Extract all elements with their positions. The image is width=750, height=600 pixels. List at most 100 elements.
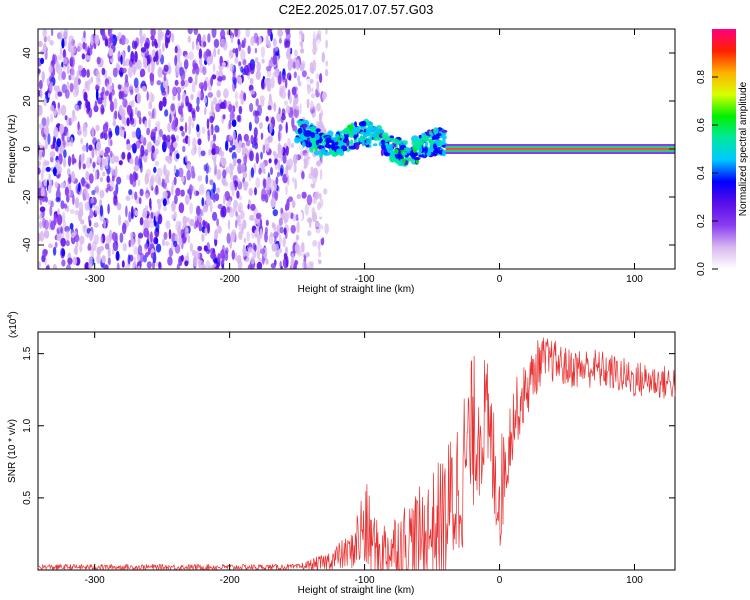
spectrogram-cell xyxy=(175,220,181,232)
spectrogram-cell xyxy=(243,92,247,102)
spectrogram-cell xyxy=(212,182,216,194)
spectrogram-cell xyxy=(228,199,232,206)
spectrogram-cell xyxy=(173,176,177,186)
spectrogram-cell xyxy=(116,202,122,211)
spectrogram-cell xyxy=(277,29,283,37)
spectrogram-cell xyxy=(243,37,247,45)
spectrogram-cell xyxy=(265,65,272,72)
spectrogram-cell xyxy=(317,241,321,252)
spectrogram-cell xyxy=(132,261,136,269)
spectrogram-cell xyxy=(176,86,182,94)
spectrogram-cell xyxy=(209,247,215,255)
spectrogram-cell xyxy=(250,167,255,178)
spectrogram-cell xyxy=(198,184,205,196)
spectrogram-cell xyxy=(265,219,269,227)
spectrogram-cell xyxy=(121,112,125,125)
spectrogram-cell xyxy=(108,93,112,101)
spectrogram-cell xyxy=(48,173,51,182)
spectrogram-cell xyxy=(306,217,313,224)
spectrogram-cell xyxy=(56,235,61,241)
spectrogram-cell xyxy=(259,248,265,255)
spectrogram-cell xyxy=(202,219,206,227)
spectrogram-cell xyxy=(299,134,305,140)
spectrogram-cell xyxy=(116,176,122,185)
spectrogram-cell xyxy=(90,34,94,46)
spectrogram-cell xyxy=(203,97,207,104)
spectrogram-cell xyxy=(38,160,41,167)
spectrogram-cell xyxy=(188,76,193,84)
spectrogram-cell xyxy=(48,65,53,74)
spectrogram-cell xyxy=(59,123,65,135)
spectrogram-cell xyxy=(57,55,63,61)
spectrogram-cell xyxy=(355,142,360,150)
spectrogram-cell xyxy=(435,127,439,133)
spectrogram-cell xyxy=(40,186,45,198)
spectrogram-cell xyxy=(117,84,122,90)
spectrogram-cell xyxy=(247,264,253,269)
spectrogram-cell xyxy=(320,148,326,155)
spectrogram-cell xyxy=(122,242,128,252)
spectrogram-cell xyxy=(306,98,310,109)
spectrogram-cell xyxy=(119,125,123,137)
spectrogram-cell xyxy=(91,240,97,252)
spectrogram-cell xyxy=(142,207,148,219)
spectrogram-cell xyxy=(207,92,214,98)
spectrogram-cell xyxy=(263,168,266,175)
spectrogram-cell xyxy=(353,138,358,143)
spectrogram-cell xyxy=(68,173,72,185)
spectrogram-cell xyxy=(211,74,217,80)
spectrogram-cell xyxy=(187,29,193,35)
spectrogram-cell xyxy=(170,103,175,112)
spectrogram-cell xyxy=(111,248,115,255)
spectrogram-cell xyxy=(300,78,305,89)
spectrogram-cell xyxy=(184,194,190,205)
spectrogram-cell xyxy=(96,77,101,87)
spectrogram-cell xyxy=(104,243,110,250)
spectrogram-cell xyxy=(175,153,180,160)
spectrogram-cell xyxy=(259,227,263,239)
x-tick-label: 0 xyxy=(497,575,503,586)
spectrogram-cell xyxy=(296,120,302,124)
spectrogram-cell xyxy=(252,242,256,250)
spectrogram-cell xyxy=(83,224,87,231)
spectrogram-cell xyxy=(318,112,322,122)
spectrogram-cell xyxy=(254,115,260,124)
spectrogram-cell xyxy=(387,138,395,141)
spectrogram-cell xyxy=(91,125,95,138)
spectrogram-cell xyxy=(178,202,185,214)
spectrogram-cell xyxy=(298,87,305,96)
spectrogram-cell xyxy=(402,151,406,158)
spectrogram-cell xyxy=(54,181,59,189)
spectrogram-cell xyxy=(350,139,354,146)
spectrogram-cell xyxy=(81,53,86,60)
spectrogram-cell xyxy=(361,139,365,147)
spectrogram-cell xyxy=(254,57,259,64)
spectrogram-cell xyxy=(235,211,238,217)
spectrogram-cell xyxy=(237,38,240,46)
x-tick-label: -100 xyxy=(355,274,375,285)
spectrogram-cell xyxy=(302,110,308,119)
spectrogram-cell xyxy=(73,230,77,236)
spectrogram-cell xyxy=(324,223,329,235)
spectrogram-cell xyxy=(54,146,59,152)
spectrogram-cell xyxy=(304,152,309,162)
spectrogram-cell xyxy=(274,243,279,253)
spectrogram-cell xyxy=(229,181,235,191)
spectrogram-cell xyxy=(138,116,142,125)
spectrogram-cell xyxy=(164,169,170,178)
spectrogram-cell xyxy=(147,247,151,256)
spectrogram-cell xyxy=(187,35,191,43)
spectrogram-cell xyxy=(301,179,307,191)
spectrogram-cell xyxy=(226,232,231,244)
spectrogram-cell xyxy=(242,149,246,158)
spectrogram-cell xyxy=(209,116,214,124)
spectrogram-cell xyxy=(216,218,220,227)
spectrogram-cell xyxy=(134,172,139,181)
spectrogram-cell xyxy=(149,72,155,82)
spectrogram-cell xyxy=(232,157,237,167)
spectrogram-cell xyxy=(306,85,312,95)
colorbar-tick-label: 0.0 xyxy=(696,262,707,276)
spectrogram-cell xyxy=(99,176,104,183)
snr-y-label: SNR (10 * v/v) xyxy=(7,419,18,483)
spectrogram-cell xyxy=(137,265,141,269)
